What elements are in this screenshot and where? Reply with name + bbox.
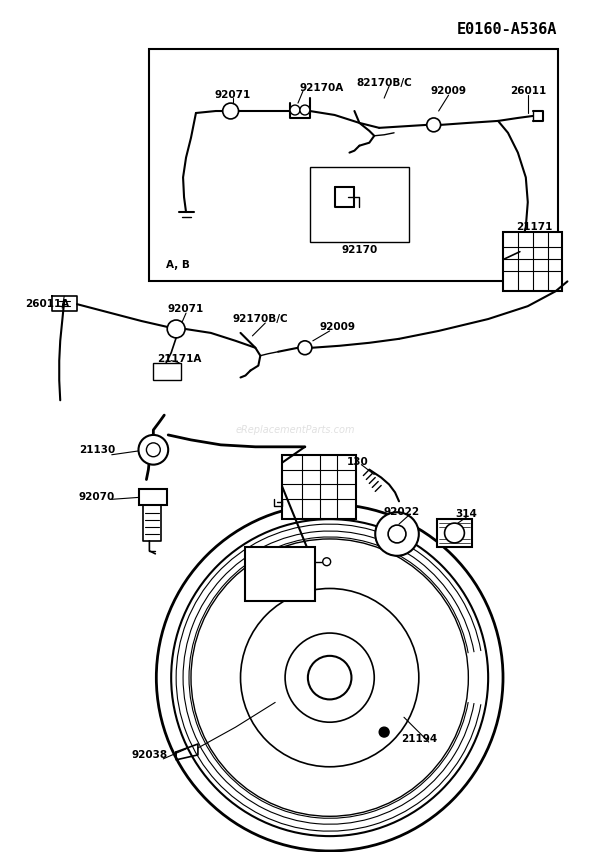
Text: 21194: 21194 bbox=[401, 734, 437, 744]
Circle shape bbox=[290, 105, 300, 115]
Circle shape bbox=[300, 105, 310, 115]
Circle shape bbox=[323, 558, 330, 566]
Text: 92071: 92071 bbox=[168, 304, 204, 314]
Bar bbox=[153, 363, 181, 380]
Circle shape bbox=[167, 320, 185, 338]
Bar bbox=[149, 49, 558, 282]
Circle shape bbox=[445, 523, 464, 543]
Bar bbox=[282, 455, 356, 519]
Circle shape bbox=[156, 504, 503, 851]
Bar bbox=[139, 490, 167, 505]
Circle shape bbox=[285, 633, 374, 722]
Bar bbox=[310, 168, 409, 241]
Bar bbox=[437, 519, 473, 547]
Circle shape bbox=[241, 588, 419, 767]
Circle shape bbox=[308, 656, 352, 699]
Text: 92170A: 92170A bbox=[300, 83, 344, 93]
Text: 92022: 92022 bbox=[384, 508, 420, 517]
Text: 26011: 26011 bbox=[510, 86, 546, 96]
Circle shape bbox=[222, 103, 238, 119]
Circle shape bbox=[375, 512, 419, 556]
Circle shape bbox=[379, 727, 389, 737]
Circle shape bbox=[139, 435, 168, 465]
Text: 21130: 21130 bbox=[78, 445, 115, 455]
Bar bbox=[245, 547, 315, 602]
Text: 92170B/C: 92170B/C bbox=[232, 314, 288, 324]
Text: 21171: 21171 bbox=[516, 222, 553, 232]
Bar bbox=[503, 232, 562, 291]
Text: 82170B/C: 82170B/C bbox=[356, 78, 412, 88]
Text: E0160-A536A: E0160-A536A bbox=[457, 22, 558, 37]
Circle shape bbox=[146, 443, 160, 457]
Circle shape bbox=[298, 341, 312, 354]
Text: 314: 314 bbox=[455, 509, 477, 520]
Circle shape bbox=[427, 118, 441, 132]
Text: A, B: A, B bbox=[166, 259, 190, 270]
Circle shape bbox=[191, 539, 468, 817]
Text: 130: 130 bbox=[346, 457, 368, 467]
Text: 92170: 92170 bbox=[341, 245, 378, 255]
Circle shape bbox=[388, 525, 406, 543]
Text: eReplacementParts.com: eReplacementParts.com bbox=[235, 425, 355, 435]
Text: 92009: 92009 bbox=[320, 322, 356, 332]
Text: 21171A: 21171A bbox=[157, 354, 201, 364]
Text: 26011A: 26011A bbox=[25, 300, 70, 309]
Text: 92009: 92009 bbox=[431, 86, 467, 96]
Text: 92070: 92070 bbox=[78, 492, 115, 502]
Text: 92071: 92071 bbox=[215, 90, 251, 100]
Text: 92038: 92038 bbox=[132, 750, 168, 760]
Circle shape bbox=[171, 519, 488, 836]
